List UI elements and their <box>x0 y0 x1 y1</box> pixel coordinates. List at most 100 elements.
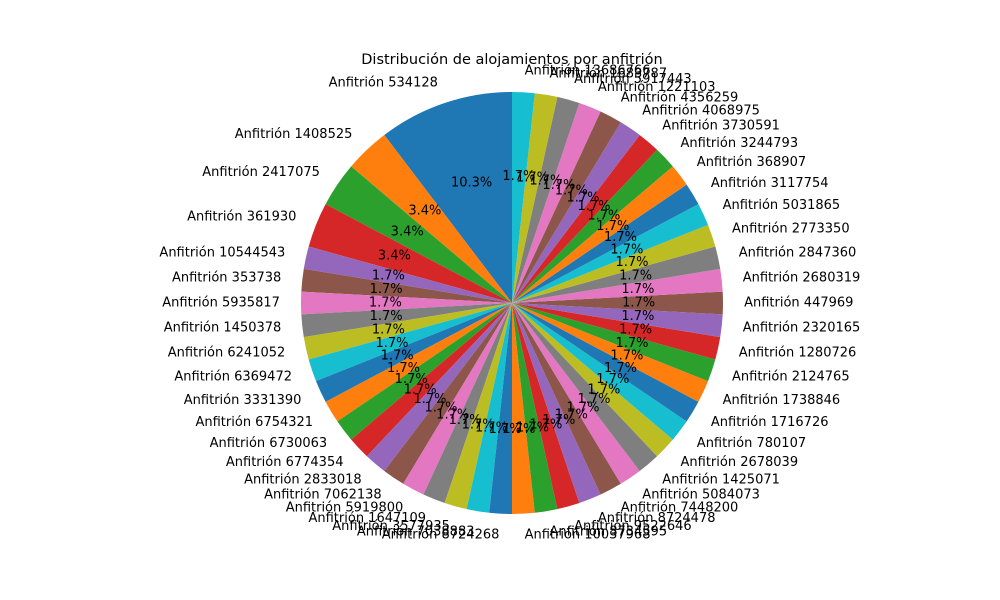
slice-label: Anfitrión 1647109 <box>308 511 426 526</box>
slice-label: Anfitrión 10037968 <box>525 527 651 542</box>
pie-slice <box>351 135 512 303</box>
pie-slice <box>512 291 723 315</box>
pie-slice <box>512 303 723 338</box>
pie-slice <box>301 303 512 338</box>
pie-slice <box>512 92 535 303</box>
slice-percent: 1.7% <box>542 413 575 428</box>
slice-label: Anfitrión 447969 <box>744 296 853 311</box>
slice-label: Anfitrión 6774354 <box>226 455 344 470</box>
pie-slice <box>512 204 709 303</box>
pie-slice <box>466 303 512 513</box>
pie-slice <box>512 303 673 457</box>
slice-label: Anfitrión 2320165 <box>743 321 861 336</box>
pie-slice <box>512 149 673 303</box>
slice-percent: 1.7% <box>372 268 405 283</box>
pie-slice <box>512 93 558 304</box>
pie-slice <box>512 268 723 303</box>
slice-label: Anfitrión 2773350 <box>732 221 850 236</box>
pie-slice <box>512 303 721 360</box>
slice-percent: 1.7% <box>489 422 522 437</box>
slice-label: Anfitrión 2124765 <box>732 370 850 385</box>
pie-slice <box>512 303 558 513</box>
pie-slice <box>512 184 699 303</box>
slice-label: Anfitrión 5031865 <box>723 198 841 213</box>
slice-percent: 3.4% <box>408 204 441 219</box>
slice-percent: 1.7% <box>516 171 549 186</box>
slice-label: Anfitrión 8724478 <box>598 511 716 526</box>
pie-slice <box>303 303 512 360</box>
slice-label: Anfitrión 1683787 <box>550 67 668 82</box>
pie-slice <box>512 303 687 440</box>
slice-label: Anfitrión 5084073 <box>642 488 760 503</box>
slice-percent: 1.7% <box>604 361 637 376</box>
pie-slice <box>512 111 621 303</box>
slice-label: Anfitrión 353738 <box>172 270 281 285</box>
slice-label: Anfitrión 361930 <box>187 210 296 225</box>
pie-slice <box>512 135 658 303</box>
slice-label: Anfitrión 1716726 <box>711 415 829 430</box>
pie-slice <box>512 96 580 304</box>
slice-percent: 1.7% <box>516 420 549 435</box>
slice-percent: 1.7% <box>424 400 457 415</box>
pie-slice <box>512 303 535 514</box>
slice-label: Anfitrión 3117754 <box>711 176 829 191</box>
pie-slice <box>489 303 512 514</box>
pie-slice <box>403 303 512 495</box>
slice-percent-labels: 10.3%3.4%3.4%3.4%1.7%1.7%1.7%1.7%1.7%1.7… <box>369 169 655 437</box>
slice-percent: 1.7% <box>413 392 446 407</box>
slice-percent: 1.7% <box>566 191 599 206</box>
slice-percent: 1.7% <box>566 400 599 415</box>
slice-label: Anfitrión 6369472 <box>174 370 292 385</box>
slice-percent: 1.7% <box>587 208 620 223</box>
pie-slice <box>315 303 512 402</box>
pie-slice <box>384 303 512 484</box>
slice-percent: 1.7% <box>604 230 637 245</box>
slice-percent: 3.4% <box>391 225 424 240</box>
slice-label: Anfitrión 3331390 <box>184 393 302 408</box>
slice-label: Anfitrión 2417075 <box>202 165 320 180</box>
slice-percent: 1.7% <box>502 422 535 437</box>
slice-percent: 3.4% <box>378 249 411 264</box>
slice-percent: 1.7% <box>462 418 495 433</box>
pie-slice <box>512 303 709 402</box>
slice-percent: 1.7% <box>622 296 655 311</box>
pie-slice <box>301 291 512 315</box>
pie-slice <box>384 92 512 303</box>
slice-percent: 1.7% <box>619 323 652 338</box>
slice-percent: 1.7% <box>395 372 428 387</box>
slice-percent: 1.7% <box>370 282 403 297</box>
slice-label: Anfitrión 5919800 <box>286 501 404 516</box>
slice-percent: 1.7% <box>529 174 562 189</box>
pie-slice <box>512 246 721 303</box>
pie-slice <box>512 303 699 422</box>
pie-slice <box>325 303 512 422</box>
slice-label: Anfitrión 5917443 <box>574 72 692 87</box>
slice-percent: 1.7% <box>436 407 469 422</box>
slice-percent: 1.7% <box>502 169 535 184</box>
slice-label: Anfitrión 1408525 <box>235 127 353 142</box>
slice-percent: 1.7% <box>449 413 482 428</box>
slice-percent: 1.7% <box>529 418 562 433</box>
pie-slice <box>351 303 512 457</box>
slice-percent: 1.7% <box>369 296 402 311</box>
slice-percent: 1.7% <box>387 361 420 376</box>
slice-label: Anfitrión 8724268 <box>382 527 500 542</box>
pie-slice <box>423 303 512 503</box>
slice-percent: 1.7% <box>475 420 508 435</box>
slice-percent: 1.7% <box>615 255 648 270</box>
slice-label: Anfitrión 368907 <box>697 155 806 170</box>
slice-label: Anfitrión 1450378 <box>164 321 282 336</box>
slice-label: Anfitrión 5935817 <box>162 296 280 311</box>
slice-percent: 1.7% <box>610 349 643 364</box>
slice-label: Anfitrión 7062138 <box>264 488 382 503</box>
slice-label: Anfitrión 534128 <box>329 76 438 91</box>
slice-percent: 1.7% <box>370 309 403 324</box>
slice-label: Anfitrión 7448200 <box>621 501 739 516</box>
pie-slice <box>301 268 512 303</box>
pie-slice <box>303 246 512 303</box>
slice-label: Anfitrión 6754321 <box>195 415 313 430</box>
pie-slice <box>308 303 512 382</box>
slice-label: Anfitrión 2678039 <box>681 455 799 470</box>
slice-label: Anfitrión 1221103 <box>598 80 716 95</box>
